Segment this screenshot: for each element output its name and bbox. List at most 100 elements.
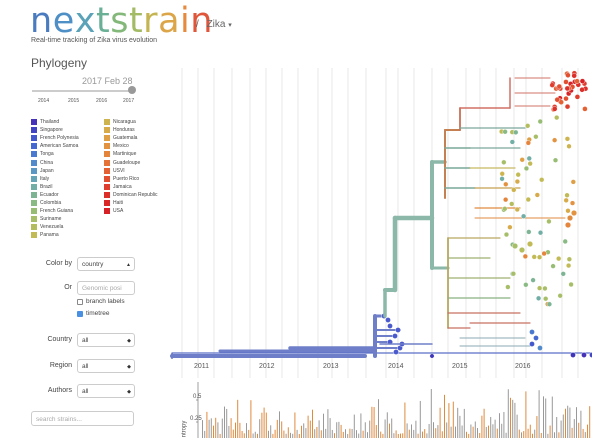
- checkbox-checked-icon[interactable]: [77, 310, 83, 317]
- tip-node[interactable]: [499, 176, 505, 182]
- phylogeny-tree[interactable]: [170, 68, 592, 378]
- tip-node[interactable]: [567, 214, 574, 221]
- tip-node[interactable]: [542, 285, 548, 292]
- tip-node[interactable]: [526, 229, 532, 235]
- tip-node[interactable]: [581, 352, 587, 358]
- tip-node[interactable]: [565, 72, 571, 78]
- entropy-panel[interactable]: [170, 382, 592, 438]
- tip-node[interactable]: [563, 79, 569, 85]
- date-slider-track[interactable]: [32, 90, 133, 92]
- legend-item[interactable]: Brazil: [31, 183, 79, 191]
- tip-node[interactable]: [519, 157, 525, 163]
- tip-node[interactable]: [519, 246, 526, 253]
- tip-node[interactable]: [429, 353, 435, 359]
- tip-node[interactable]: [501, 159, 507, 165]
- legend-item[interactable]: Puerto Rico: [104, 175, 157, 183]
- tip-node[interactable]: [523, 165, 530, 172]
- tip-node[interactable]: [515, 172, 521, 178]
- strain-search-input[interactable]: search strains...: [31, 411, 134, 426]
- legend-item[interactable]: Italy: [31, 175, 79, 183]
- breadcrumb[interactable]: / Zika ▾: [196, 19, 232, 30]
- tip-node[interactable]: [536, 254, 543, 260]
- legend-item[interactable]: Martinique: [104, 150, 157, 158]
- tip-node[interactable]: [503, 231, 510, 238]
- legend-item[interactable]: Guadeloupe: [104, 158, 157, 166]
- tip-node[interactable]: [527, 240, 534, 247]
- tip-node[interactable]: [503, 197, 509, 203]
- legend-item[interactable]: Thailand: [31, 118, 79, 126]
- tip-node[interactable]: [562, 238, 568, 245]
- dataset-selector[interactable]: Zika: [206, 19, 226, 30]
- tip-node[interactable]: [569, 200, 576, 206]
- date-slider-handle[interactable]: [128, 86, 136, 94]
- tip-node[interactable]: [582, 106, 588, 112]
- tip-node[interactable]: [503, 181, 509, 187]
- tip-node[interactable]: [502, 206, 508, 212]
- tip-node[interactable]: [552, 137, 558, 143]
- region-select[interactable]: all ◆: [77, 359, 135, 373]
- legend-item[interactable]: Honduras: [104, 126, 157, 134]
- legend-item[interactable]: Dominican Republic: [104, 191, 157, 199]
- tip-node[interactable]: [539, 177, 545, 183]
- chevron-down-icon[interactable]: ▾: [228, 22, 232, 29]
- tip-node[interactable]: [560, 271, 566, 277]
- tip-node[interactable]: [509, 139, 515, 145]
- tip-node[interactable]: [556, 256, 562, 262]
- tip-node[interactable]: [570, 179, 576, 185]
- tip-node[interactable]: [537, 285, 543, 291]
- tip-node[interactable]: [523, 282, 529, 288]
- legend-item[interactable]: Colombia: [31, 199, 79, 207]
- tip-node[interactable]: [513, 129, 519, 135]
- tip-node[interactable]: [385, 317, 391, 323]
- authors-select[interactable]: all ◆: [77, 384, 135, 398]
- tip-node[interactable]: [507, 224, 513, 230]
- tip-node[interactable]: [537, 118, 543, 125]
- tip-node[interactable]: [514, 206, 520, 213]
- tip-node[interactable]: [552, 157, 559, 163]
- legend-item[interactable]: Haiti: [104, 199, 157, 207]
- tip-node[interactable]: [510, 271, 516, 277]
- tip-node[interactable]: [565, 221, 572, 228]
- tip-node[interactable]: [529, 329, 535, 335]
- tip-node[interactable]: [565, 208, 571, 214]
- tip-node[interactable]: [525, 123, 531, 129]
- legend-item[interactable]: Japan: [31, 167, 79, 175]
- tip-node[interactable]: [514, 178, 520, 185]
- timetree-checkbox[interactable]: timetree: [77, 310, 109, 317]
- tip-node[interactable]: [387, 323, 393, 329]
- legend-item[interactable]: Singapore: [31, 126, 79, 134]
- tip-node[interactable]: [541, 250, 547, 257]
- tip-node[interactable]: [564, 85, 571, 92]
- legend-item[interactable]: American Samoa: [31, 142, 79, 150]
- legend-item[interactable]: Panama: [31, 231, 79, 239]
- tip-node[interactable]: [574, 94, 581, 100]
- tip-node[interactable]: [579, 87, 585, 93]
- tip-node[interactable]: [529, 341, 535, 347]
- legend-item[interactable]: Tonga: [31, 150, 79, 158]
- legend-item[interactable]: French Guiana: [31, 207, 79, 215]
- genomic-position-input[interactable]: Genomic posi: [77, 281, 135, 295]
- tip-node[interactable]: [570, 352, 576, 358]
- tip-node[interactable]: [549, 82, 555, 88]
- tip-node[interactable]: [509, 201, 515, 207]
- tip-node[interactable]: [525, 140, 531, 146]
- legend-item[interactable]: Mexico: [104, 142, 157, 150]
- legend-item[interactable]: Guatemala: [104, 134, 157, 142]
- tip-node[interactable]: [537, 230, 544, 236]
- tip-node[interactable]: [563, 197, 569, 203]
- tip-node[interactable]: [525, 196, 531, 203]
- tip-node[interactable]: [534, 192, 540, 198]
- tip-node[interactable]: [546, 218, 552, 225]
- tip-node[interactable]: [571, 209, 578, 216]
- tip-node[interactable]: [564, 192, 570, 198]
- tip-node[interactable]: [557, 293, 563, 299]
- checkbox-unchecked-icon[interactable]: [77, 298, 83, 305]
- tip-node[interactable]: [526, 155, 532, 162]
- tip-node[interactable]: [558, 99, 564, 105]
- tip-node[interactable]: [505, 284, 511, 290]
- legend-item[interactable]: French Polynesia: [31, 134, 79, 142]
- tip-node[interactable]: [535, 295, 542, 301]
- tip-node[interactable]: [579, 78, 586, 84]
- tip-node[interactable]: [512, 242, 519, 249]
- tip-node[interactable]: [566, 256, 572, 262]
